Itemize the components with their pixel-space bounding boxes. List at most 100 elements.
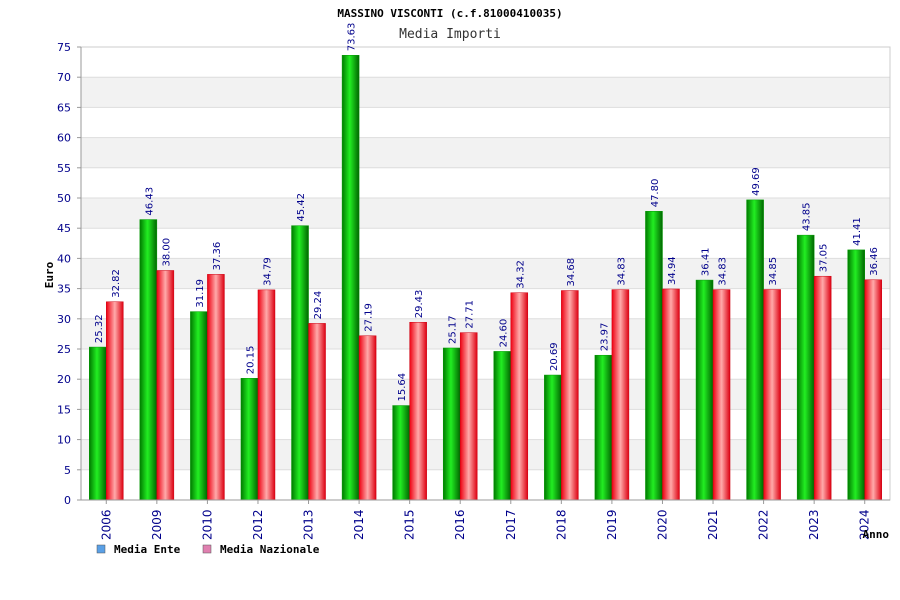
x-axis-label: Anno: [863, 528, 890, 541]
bar-media-ente-2024: [847, 249, 865, 501]
bar-media-nazionale-2023: [813, 275, 832, 501]
chart-subtitle: Media Importi: [399, 27, 501, 42]
bar-media-ente-2012: [240, 378, 259, 501]
y-tick-label: 75: [57, 41, 71, 54]
data-label-media-ente-2010: 31.19: [195, 279, 206, 308]
bar-media-ente-2015: [392, 405, 410, 501]
data-label-media-ente-2022: 49.69: [751, 167, 762, 196]
legend-label-media-nazionale: Media Nazionale: [220, 543, 320, 556]
y-tick-label: 40: [57, 252, 71, 265]
bars-group: [89, 55, 882, 501]
y-tick-label: 60: [57, 132, 71, 145]
data-label-media-ente-2009: 46.43: [144, 187, 155, 216]
y-tick-label: 25: [57, 343, 71, 356]
data-label-media-ente-2024: 41.41: [852, 217, 863, 246]
data-label-media-ente-2019: 23.97: [599, 323, 610, 352]
bar-media-ente-2009: [139, 219, 158, 501]
grid-band: [81, 198, 890, 229]
bar-media-nazionale-2019: [611, 289, 630, 501]
x-tick-label-2013: 2013: [302, 509, 316, 540]
y-tick-label: 30: [57, 313, 71, 326]
y-tick-label: 10: [57, 434, 71, 447]
grid-band: [81, 228, 890, 259]
x-tick-label-2023: 2023: [807, 509, 821, 540]
x-tick-label-2022: 2022: [757, 509, 771, 540]
legend: Media Ente Media Nazionale: [96, 543, 320, 556]
x-tick-label-2014: 2014: [352, 509, 366, 540]
x-tick-label-2019: 2019: [605, 509, 619, 540]
data-label-media-ente-2016: 25.17: [448, 315, 459, 344]
data-label-media-nazionale-2012: 34.79: [262, 257, 273, 286]
grid-band: [81, 47, 890, 78]
data-label-media-nazionale-2013: 29.24: [313, 291, 324, 320]
grid-band: [81, 77, 890, 108]
x-tick-label-2017: 2017: [504, 509, 518, 540]
bar-media-nazionale-2018: [561, 290, 579, 501]
x-tick-label-2015: 2015: [403, 509, 417, 540]
data-label-media-nazionale-2024: 36.46: [869, 247, 880, 276]
bar-media-ente-2019: [594, 354, 613, 501]
y-tick-label: 50: [57, 192, 71, 205]
y-tick-label: 15: [57, 403, 71, 416]
x-tick-label-2020: 2020: [655, 509, 669, 540]
bar-media-nazionale-2017: [510, 292, 529, 501]
legend-label-media-ente: Media Ente: [114, 543, 181, 556]
data-label-media-nazionale-2020: 34.94: [667, 256, 678, 285]
data-label-media-ente-2021: 36.41: [701, 247, 712, 276]
data-label-media-ente-2020: 47.80: [650, 179, 661, 208]
data-label-media-nazionale-2009: 38.00: [161, 238, 172, 267]
y-tick-label: 5: [64, 464, 71, 477]
bar-media-nazionale-2016: [459, 332, 478, 501]
bar-media-ente-2013: [291, 225, 309, 501]
chart-title: MASSINO VISCONTI (c.f.81000410035): [337, 7, 562, 20]
data-label-media-nazionale-2014: 27.19: [364, 303, 375, 332]
x-axis: 2006 2009 2010 2012 2013 2014 2015 2016 2017 2018…: [81, 499, 890, 540]
bar-media-ente-2018: [544, 374, 562, 501]
bar-media-nazionale-2024: [864, 279, 882, 501]
x-tick-label-2021: 2021: [706, 509, 720, 540]
bar-media-nazionale-2010: [207, 274, 225, 501]
data-label-media-ente-2018: 20.69: [549, 342, 560, 371]
x-tick-label-2018: 2018: [554, 509, 568, 540]
bar-media-ente-2023: [796, 234, 815, 501]
bar-media-ente-2016: [442, 347, 461, 501]
bar-media-nazionale-2021: [712, 289, 731, 501]
data-label-media-nazionale-2023: 37.05: [819, 244, 830, 273]
data-label-media-nazionale-2006: 32.82: [111, 269, 122, 298]
data-label-media-nazionale-2022: 34.85: [768, 257, 779, 286]
data-label-media-nazionale-2010: 37.36: [212, 242, 223, 271]
grid-band: [81, 167, 890, 198]
data-label-media-nazionale-2015: 29.43: [414, 290, 425, 319]
bar-media-ente-2010: [190, 311, 208, 501]
data-label-media-nazionale-2018: 34.68: [566, 258, 577, 287]
bar-media-ente-2006: [89, 346, 107, 501]
bar-labels-group: 25.32 32.82 46.43 38.00 31.19 37.36 20.15 34.79…: [94, 23, 880, 402]
bar-media-nazionale-2012: [257, 289, 276, 501]
bar-media-nazionale-2013: [308, 323, 326, 501]
data-label-media-ente-2015: 15.64: [397, 373, 408, 402]
data-label-media-nazionale-2021: 34.83: [718, 257, 729, 286]
data-label-media-ente-2013: 45.42: [296, 193, 307, 222]
data-label-media-nazionale-2016: 27.71: [465, 300, 476, 329]
grid-band: [81, 137, 890, 168]
bar-media-nazionale-2009: [156, 270, 175, 501]
x-tick-label-2016: 2016: [453, 509, 467, 540]
bar-media-ente-2020: [645, 211, 663, 501]
y-axis-label: Euro: [43, 261, 56, 288]
y-tick-label: 45: [57, 222, 71, 235]
data-label-media-ente-2023: 43.85: [802, 203, 813, 232]
data-label-media-ente-2014: 73.63: [347, 23, 358, 52]
data-label-media-ente-2006: 25.32: [94, 314, 105, 343]
y-tick-label: 55: [57, 162, 71, 175]
bar-media-ente-2017: [493, 351, 512, 501]
bar-media-nazionale-2015: [409, 321, 427, 501]
legend-swatch-media-ente: [96, 544, 106, 554]
x-tick-label-2010: 2010: [200, 509, 214, 540]
y-tick-label: 35: [57, 283, 71, 296]
bar-media-nazionale-2022: [763, 289, 781, 501]
bar-media-ente-2014: [341, 55, 360, 501]
y-tick-label: 20: [57, 373, 71, 386]
bar-media-nazionale-2006: [106, 301, 124, 501]
y-tick-label: 65: [57, 101, 71, 114]
